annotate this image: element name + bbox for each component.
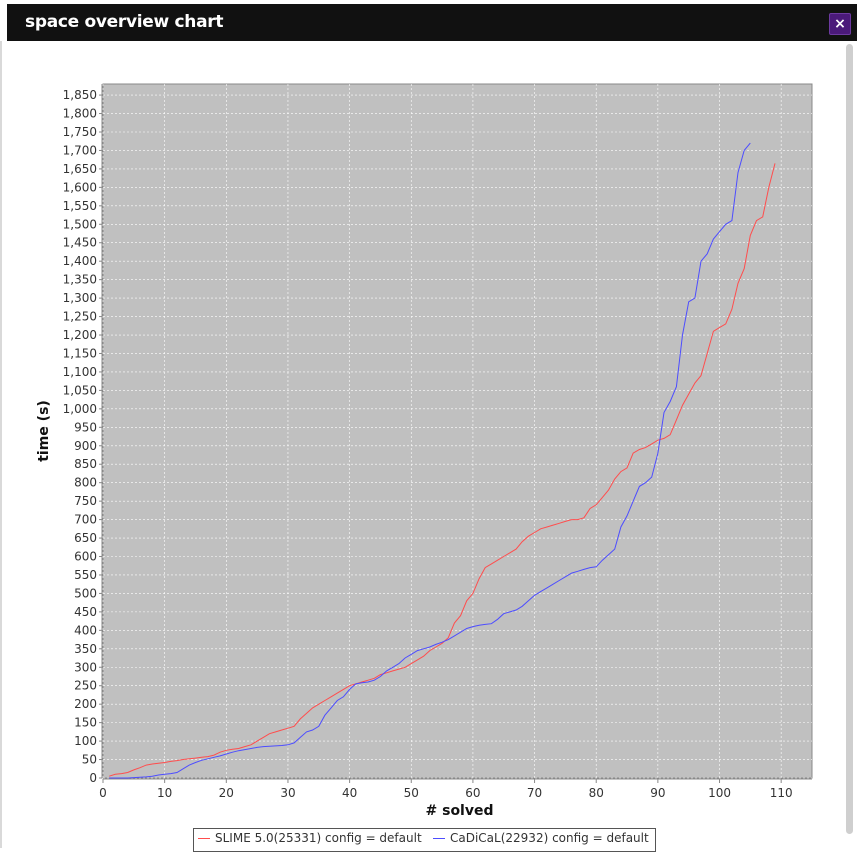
y-tick-label: 400 <box>74 623 97 637</box>
x-tick-label: 70 <box>527 786 542 800</box>
x-tick-label: 20 <box>219 786 234 800</box>
y-tick-label: 1,550 <box>63 199 97 213</box>
y-tick-label: 700 <box>74 513 97 527</box>
legend-swatch-series-2 <box>433 838 445 839</box>
legend-item-series-1: SLIME 5.0(25331) config = default <box>198 831 422 845</box>
y-tick-label: 450 <box>74 605 97 619</box>
y-tick-label: 50 <box>82 753 97 767</box>
title-bar: space overview chart × <box>7 4 857 41</box>
dialog-left-border <box>0 41 2 848</box>
x-tick-label: 60 <box>465 786 480 800</box>
series-line-1 <box>109 163 776 777</box>
y-tick-label: 800 <box>74 476 97 490</box>
y-tick-label: 1,050 <box>63 383 97 397</box>
series-line-2 <box>109 142 751 779</box>
chart-legend: SLIME 5.0(25331) config = default CaDiCa… <box>193 828 656 852</box>
y-tick-label: 950 <box>74 420 97 434</box>
y-tick-label: 1,350 <box>63 273 97 287</box>
x-tick-label: 90 <box>650 786 665 800</box>
x-tick-label: 100 <box>708 786 731 800</box>
y-axis-label: time (s) <box>36 400 52 462</box>
x-tick-label: 0 <box>99 786 107 800</box>
y-tick-label: 1,400 <box>63 254 97 268</box>
x-tick-label: 30 <box>280 786 295 800</box>
close-button[interactable]: × <box>829 13 851 35</box>
y-tick-label: 1,650 <box>63 162 97 176</box>
y-tick-label: 1,500 <box>63 217 97 231</box>
y-tick-label: 1,150 <box>63 346 97 360</box>
legend-item-series-2: CaDiCaL(22932) config = default <box>433 831 649 845</box>
x-tick-label: 50 <box>404 786 419 800</box>
x-tick-label: 40 <box>342 786 357 800</box>
x-tick-label: 10 <box>157 786 172 800</box>
y-tick-label: 1,450 <box>63 236 97 250</box>
y-tick-label: 100 <box>74 734 97 748</box>
y-tick-label: 750 <box>74 494 97 508</box>
y-tick-label: 1,800 <box>63 107 97 121</box>
y-tick-label: 1,000 <box>63 402 97 416</box>
x-tick-label: 110 <box>770 786 793 800</box>
y-tick-label: 1,250 <box>63 310 97 324</box>
x-tick-label: 80 <box>589 786 604 800</box>
y-tick-label: 1,100 <box>63 365 97 379</box>
y-tick-label: 1,200 <box>63 328 97 342</box>
x-axis-label: # solved <box>426 803 494 819</box>
y-tick-label: 150 <box>74 716 97 730</box>
y-tick-label: 650 <box>74 531 97 545</box>
y-tick-label: 600 <box>74 550 97 564</box>
dialog-title: space overview chart <box>25 12 224 32</box>
y-tick-label: 850 <box>74 457 97 471</box>
legend-label-series-2: CaDiCaL(22932) config = default <box>450 831 649 845</box>
legend-label-series-1: SLIME 5.0(25331) config = default <box>215 831 422 845</box>
y-tick-label: 1,850 <box>63 88 97 102</box>
y-tick-label: 1,700 <box>63 143 97 157</box>
y-tick-label: 1,750 <box>63 125 97 139</box>
y-tick-label: 550 <box>74 568 97 582</box>
y-tick-label: 500 <box>74 586 97 600</box>
legend-swatch-series-1 <box>198 838 210 839</box>
plot-area <box>102 83 813 779</box>
y-tick-label: 350 <box>74 642 97 656</box>
y-tick-label: 900 <box>74 439 97 453</box>
y-tick-label: 1,600 <box>63 180 97 194</box>
y-tick-label: 200 <box>74 697 97 711</box>
y-tick-label: 250 <box>74 679 97 693</box>
y-tick-label: 300 <box>74 660 97 674</box>
scrollbar-thumb[interactable] <box>846 44 853 834</box>
y-tick-label: 0 <box>89 771 97 785</box>
y-tick-label: 1,300 <box>63 291 97 305</box>
